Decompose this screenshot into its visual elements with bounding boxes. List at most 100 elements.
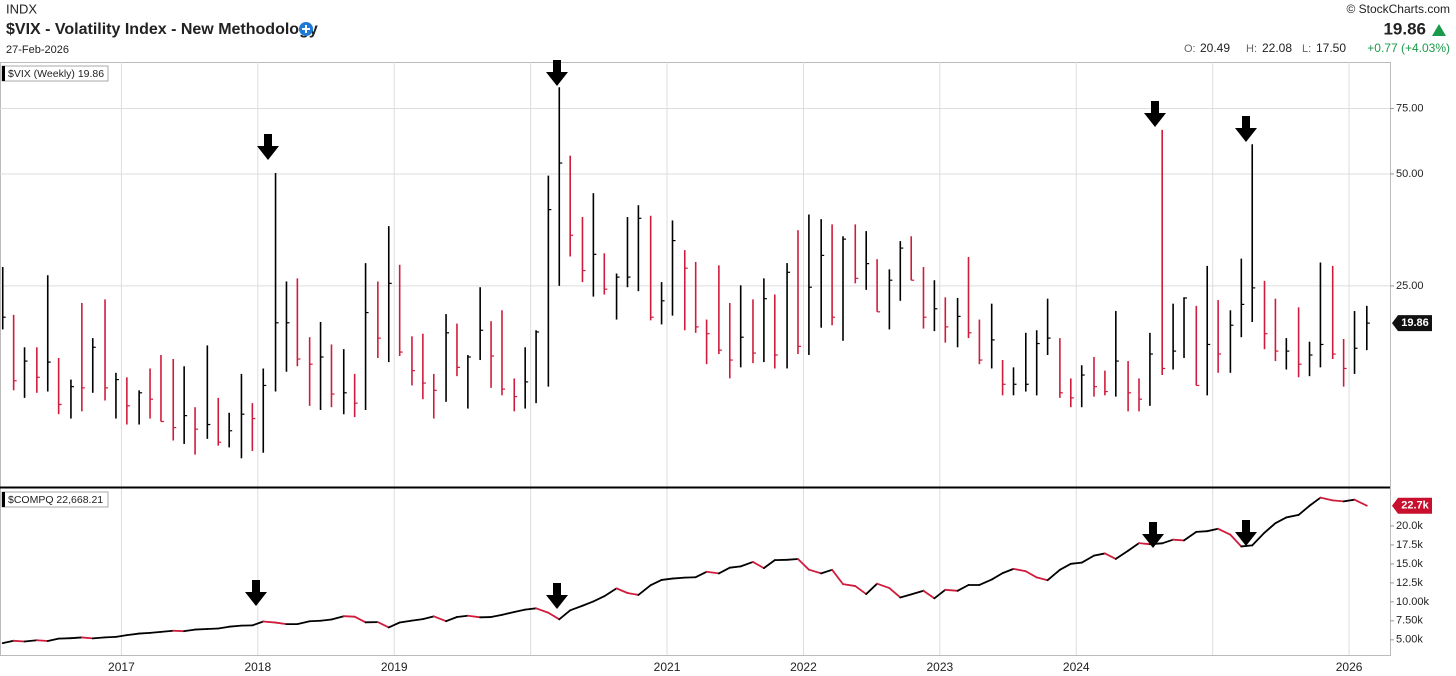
line-segment [70, 636, 83, 640]
line-segment [149, 630, 162, 634]
ohlc-label: H: [1246, 43, 1257, 55]
x-tick-label: 2021 [654, 660, 681, 674]
line-segment [910, 589, 925, 596]
plot-area: 2017 2018 2019 2021 2022 2023 2024 2026 25.00 50.… [0, 62, 1432, 674]
x-tick-label: 2019 [381, 660, 408, 674]
line-segment [739, 561, 754, 568]
line-segment [728, 565, 742, 569]
legend-label: $COMPQ 22,668.21 [8, 494, 103, 506]
date: 27-Feb-2026 [6, 44, 69, 56]
line-segment [615, 587, 629, 594]
line-segment [1342, 498, 1356, 503]
line-segment [194, 628, 209, 631]
y-tick-label: 20.0k [1396, 520, 1423, 532]
line-segment [228, 624, 243, 628]
line-segment [876, 582, 891, 589]
x-tick-label: 2018 [244, 660, 271, 674]
line-segment [592, 595, 606, 603]
annotations [245, 60, 1257, 609]
line-segment [456, 614, 469, 618]
x-tick-label: 2022 [790, 660, 817, 674]
line-segment [1138, 542, 1151, 546]
line-segment [831, 568, 844, 586]
value-tag-label: 22.7k [1401, 500, 1429, 512]
line-segment [23, 639, 38, 643]
line-segment [411, 618, 424, 622]
line-segment [854, 585, 868, 595]
y-tick-label: 7.50k [1396, 615, 1423, 627]
ohlc-label: O: [1184, 43, 1196, 55]
arrow [257, 134, 279, 160]
line-segment [513, 608, 527, 613]
line-segment [1058, 562, 1072, 571]
line-segment [376, 621, 390, 629]
line-segment [398, 619, 413, 624]
arrow [546, 60, 568, 86]
line-segment [206, 627, 220, 630]
line-segment [1172, 538, 1185, 542]
line-segment [445, 616, 458, 623]
line-segment [1308, 496, 1322, 507]
line-segment [330, 615, 345, 621]
value-tag-label: 19.86 [1401, 317, 1429, 329]
y-tick-label: 10.00k [1396, 596, 1430, 608]
line-segment [1080, 554, 1095, 564]
line-segment [558, 609, 572, 621]
line-segment [1069, 561, 1083, 565]
y-tick-label: 75.00 [1396, 102, 1424, 114]
line-segment [899, 593, 913, 599]
line-segment [160, 629, 175, 633]
line-segment [808, 568, 823, 575]
x-tick-label: 2023 [927, 660, 954, 674]
line-segment [933, 588, 947, 600]
exchange: INDX [6, 1, 37, 16]
line-segment [262, 620, 277, 624]
y-tick-label: 15.0k [1396, 558, 1423, 570]
line-segment [353, 615, 367, 624]
line-segment [251, 620, 265, 627]
line-segment [1035, 576, 1049, 582]
line-segment [922, 589, 936, 600]
line-segment [1001, 567, 1015, 575]
arrow [1144, 101, 1166, 127]
line-segment [1046, 568, 1061, 582]
line-segment [1183, 530, 1198, 542]
arrow [546, 583, 568, 609]
line-segment [421, 615, 435, 621]
line-segment [387, 621, 401, 629]
line-segment [46, 637, 60, 642]
line-segment [1024, 570, 1038, 579]
arrow [245, 580, 267, 606]
ohlc-value: 22.08 [1262, 41, 1292, 55]
line-segment [12, 639, 26, 643]
line-segment [501, 611, 516, 616]
line-segment [1195, 530, 1209, 533]
line-segment [1, 639, 15, 645]
line-segment [581, 600, 595, 607]
line-segment [637, 584, 652, 596]
line-segment [1274, 516, 1288, 525]
last-price: 19.86 [1383, 19, 1426, 38]
line-segment [660, 577, 674, 581]
y-tick-label: 12.5k [1396, 577, 1423, 589]
line-segment [91, 636, 106, 640]
value-tag [1392, 315, 1432, 332]
value-tag [1392, 497, 1432, 514]
line-segment [432, 615, 447, 623]
y-tick-label: 50.00 [1396, 168, 1424, 180]
line-segment [978, 578, 993, 586]
line-segment [1229, 533, 1243, 548]
copyright: © StockCharts.com [1346, 2, 1450, 16]
line-segment [626, 592, 640, 596]
line-segment [1297, 504, 1311, 516]
line-segment [183, 628, 196, 633]
line-segment [705, 570, 720, 575]
ohlc-value: 20.49 [1200, 41, 1230, 55]
add-icon[interactable] [299, 22, 313, 36]
legend-marker [2, 492, 5, 507]
change: +0.77 (+4.03%) [1367, 41, 1450, 55]
line-segment [308, 619, 322, 623]
line-segment [1319, 496, 1334, 502]
